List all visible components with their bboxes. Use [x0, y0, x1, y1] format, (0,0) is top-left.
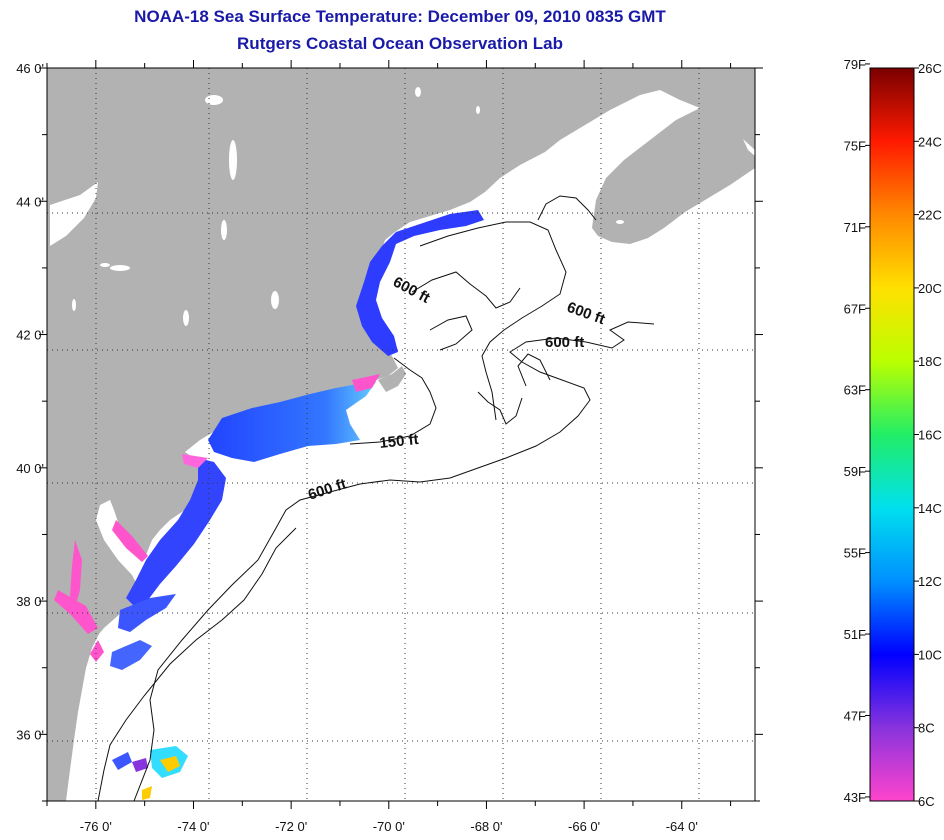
lon-label: -74 0' [177, 819, 209, 834]
colorbar-f-label: 79F [844, 57, 866, 72]
lon-label: -64 0' [666, 819, 698, 834]
colorbar-f-label: 67F [844, 301, 866, 316]
lon-label: -70 0' [373, 819, 405, 834]
contour-label: 600 ft [545, 334, 584, 351]
lat-label: 44 0' [16, 194, 44, 209]
lat-label: 40 0' [16, 461, 44, 476]
colorbar-c-label: 18C [918, 354, 942, 369]
graticule [47, 68, 755, 801]
lon-label: -68 0' [470, 819, 502, 834]
colorbar-celsius-labels: 26C 24C 22C 20C 18C 16C 14C 12C 10C 8C 6C [914, 61, 942, 809]
land-mainland [47, 68, 755, 801]
sst-satellite-swath [54, 210, 484, 800]
colorbar-c-label: 16C [918, 428, 942, 443]
map-subtitle: Rutgers Coastal Ocean Observation Lab [237, 34, 563, 53]
colorbar-f-label: 51F [844, 627, 866, 642]
land-nova-scotia [592, 108, 755, 244]
contour-label: 150 ft [379, 431, 420, 452]
colorbar-fahrenheit-labels: 79F 75F 71F 67F 63F 59F 55F 51F 47F 43F [844, 57, 870, 805]
colorbar-c-label: 24C [918, 134, 942, 149]
colorbar-c-label: 22C [918, 208, 942, 223]
colorbar-c-label: 10C [918, 647, 942, 662]
bathymetry-contours [97, 195, 655, 801]
lon-label: -76 0' [80, 819, 112, 834]
colorbar-c-label: 14C [918, 501, 942, 516]
colorbar-f-label: 47F [844, 708, 866, 723]
lon-label: -66 0' [568, 819, 600, 834]
inland-lakes [50, 87, 624, 326]
colorbar-f-label: 55F [844, 546, 866, 561]
lat-label: 36 0' [16, 727, 44, 742]
map-axes: 46 0' 44 0' 42 0' 40 0' 38 0' 36 0' -76 0' -74 … [16, 60, 763, 834]
land-cape-cod [378, 366, 406, 392]
colorbar-c-label: 20C [918, 281, 942, 296]
colorbar-gradient [869, 67, 915, 802]
map-frame [46, 67, 756, 802]
lon-label: -72 0' [275, 819, 307, 834]
colorbar-c-label: 26C [918, 61, 942, 76]
colorbar-c-label: 6C [918, 794, 935, 809]
colorbar: 79F 75F 71F 67F 63F 59F 55F 51F 47F 43F 26C 24C 22C… [844, 57, 942, 809]
colorbar-f-label: 59F [844, 464, 866, 479]
lat-label: 42 0' [16, 328, 44, 343]
colorbar-f-label: 71F [844, 220, 866, 235]
map-title: NOAA-18 Sea Surface Temperature: Decembe… [134, 7, 666, 26]
colorbar-c-label: 12C [918, 574, 942, 589]
colorbar-f-label: 43F [844, 790, 866, 805]
land-delmarva [94, 545, 144, 640]
colorbar-f-label: 75F [844, 138, 866, 153]
colorbar-f-label: 63F [844, 383, 866, 398]
lat-label: 46 0' [16, 61, 44, 76]
lat-label: 38 0' [16, 594, 44, 609]
colorbar-c-label: 8C [918, 721, 935, 736]
